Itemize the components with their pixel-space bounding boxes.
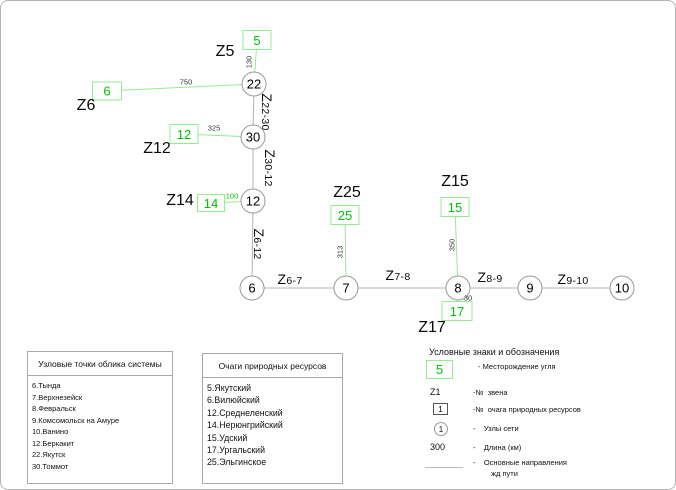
list-item: 30.Томмот (32, 461, 69, 471)
node-22: 22 (241, 71, 267, 97)
link-label-z22-30: Z22-30 (259, 93, 275, 131)
resources-list-box: Очаги природных ресурсов 5.Якутский 6.Ви… (202, 353, 343, 484)
zone-label-z5: Z5 (215, 43, 235, 60)
deposit-square-25: 25 (330, 205, 360, 225)
list-item: 17.Ургальский (207, 445, 266, 456)
nodes-list-box: Узловые точки облика системы 6.Тында 7.В… (27, 351, 173, 484)
legend-resource-number-symbol: 1 (433, 403, 448, 415)
node-9: 9 (517, 275, 543, 301)
legend-link-number-symbol: Z1 (430, 387, 441, 397)
zone-label-z15: Z15 (441, 173, 469, 190)
list-item: 9.Комсомольск на Амуре (32, 415, 120, 425)
node-12: 12 (240, 188, 266, 214)
list-item: 12.Беркакит (32, 438, 75, 448)
nodes-list: 6.Тында 7.Верхнезейск 8.Февральск 9.Комс… (28, 380, 172, 472)
distance-325: 325 (207, 123, 221, 133)
legend-rail-direction-label: - Основные направления (473, 458, 567, 467)
list-item: 5.Якутский (207, 383, 252, 393)
link-label-z7-8: Z7-8 (385, 267, 411, 283)
deposit-square-14: 14 (197, 194, 225, 212)
legend-coal-deposit-label: - Месторождение угля (478, 362, 556, 371)
resources-list: 5.Якутский 6.Вилюйский 12.Среднеленский … (203, 382, 342, 469)
deposit-link-15-8 (454, 206, 459, 289)
zone-label-z25: Z25 (333, 184, 361, 201)
list-item: 7.Верхнезейск (32, 392, 83, 402)
list-item: 15.Удский (207, 432, 248, 443)
zone-label-z14: Z14 (166, 192, 194, 209)
link-label-z30-12: Z30-12 (262, 149, 278, 187)
link-label-z6-12: Z6-12 (251, 228, 267, 260)
distance-313: 313 (335, 245, 345, 259)
node-10: 10 (609, 275, 635, 301)
deposit-square-6: 6 (92, 81, 122, 101)
legend-network-node-label: - Узлы сети (473, 424, 519, 433)
link-label-z6-7: Z6-7 (277, 271, 303, 287)
node-6: 6 (239, 275, 265, 301)
distance-30: 30 (463, 293, 473, 303)
deposit-square-17: 17 (441, 301, 473, 321)
legend-title: Условные знаки и обозначения (429, 347, 560, 357)
list-item: 8.Февральск (32, 404, 76, 413)
legend-coal-deposit-symbol: 5 (426, 360, 453, 379)
legend-length-label: - Длина (км) (473, 443, 522, 452)
list-item: 25.Эльгинское (207, 457, 267, 468)
node-30: 30 (240, 124, 266, 150)
nodes-list-title: Узловые точки облика системы (28, 352, 172, 376)
deposit-square-5: 5 (242, 30, 272, 50)
node-7: 7 (333, 275, 359, 301)
node-8: 8 (445, 275, 471, 301)
legend-rail-direction-label-2: жд пути (491, 469, 518, 478)
list-item: 6.Тында (32, 381, 61, 390)
distance-130: 130 (244, 55, 254, 69)
deposit-square-15: 15 (440, 197, 470, 217)
legend-network-node-symbol: 1 (434, 422, 448, 436)
distance-100: 100 (225, 191, 239, 201)
resources-list-title: Очаги природных ресурсов (203, 354, 342, 378)
list-item: 10.Ванино (32, 427, 69, 436)
zone-label-z17: Z17 (418, 319, 446, 336)
zone-label-z12: Z12 (143, 140, 171, 157)
list-item: 14.Нерюнгрийский (207, 420, 283, 431)
list-item: 22.Якутск (32, 450, 66, 459)
distance-750: 750 (179, 77, 193, 87)
deposit-square-12: 12 (169, 124, 199, 144)
link-label-z9-10: Z9-10 (557, 271, 589, 287)
distance-350: 350 (447, 238, 457, 252)
rail-edge-12-6 (251, 200, 254, 289)
link-label-z8-9: Z8-9 (477, 269, 503, 285)
list-item: 6.Вилюйский (207, 395, 260, 406)
deposit-link-6-22 (106, 83, 255, 92)
list-item: 12.Среднеленский (207, 407, 283, 418)
legend-length-symbol: 300 (430, 442, 446, 452)
legend-rail-line-symbol (425, 467, 463, 468)
legend-link-number-label: -№ звена (473, 388, 508, 397)
legend-resource-number-label: -№ очага природных ресурсов (473, 405, 581, 414)
zone-label-z6: Z6 (76, 97, 96, 114)
